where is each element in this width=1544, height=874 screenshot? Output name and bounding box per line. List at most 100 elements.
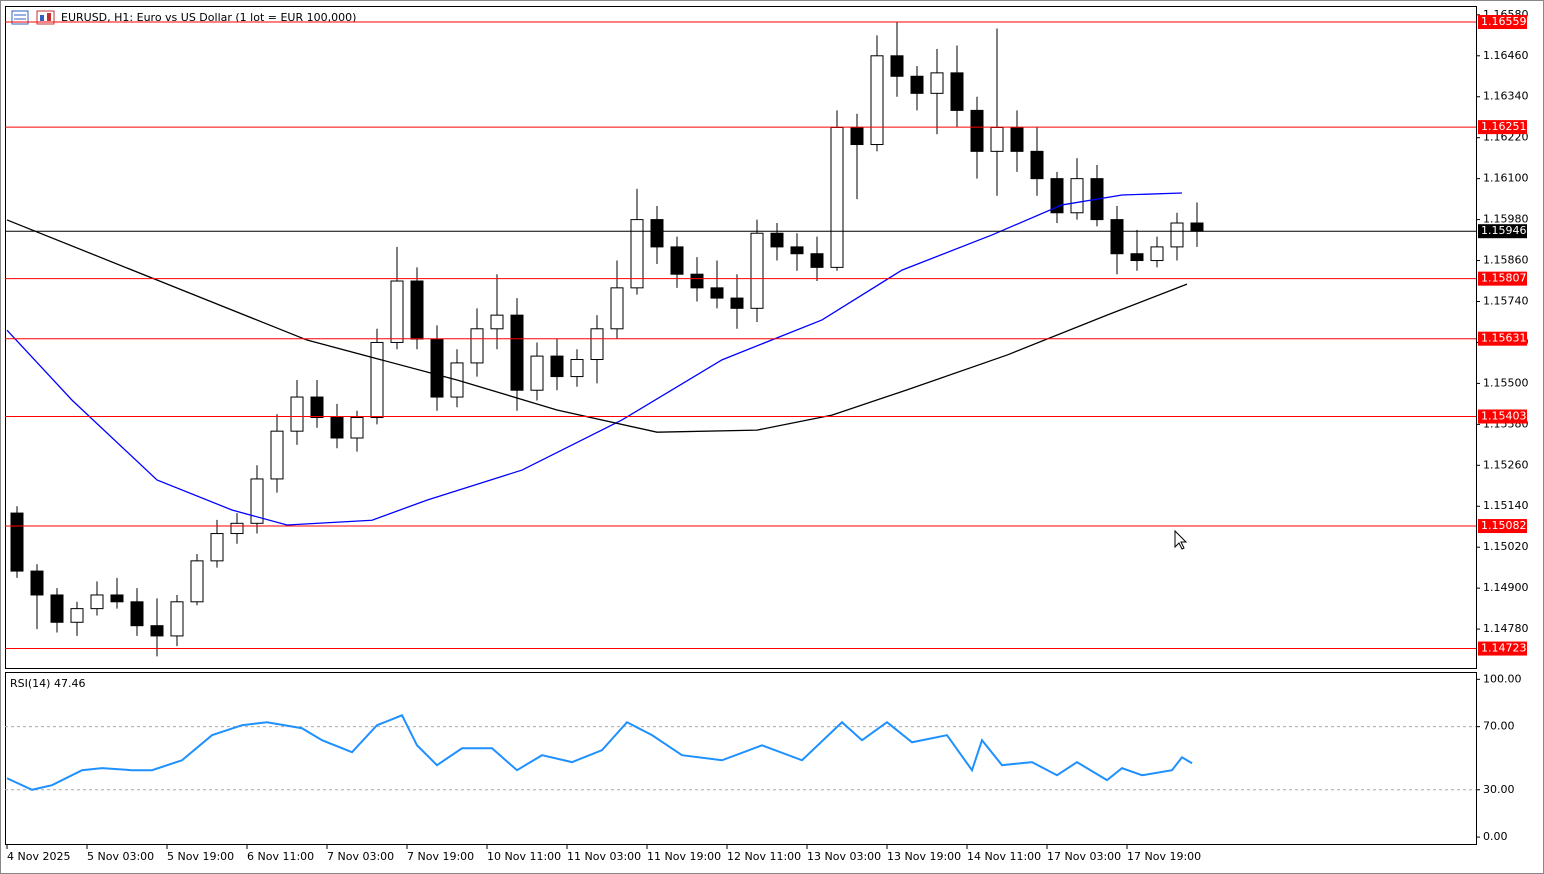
- header-icons: [11, 10, 55, 25]
- candle-body: [90, 594, 104, 610]
- candle-body: [570, 359, 584, 378]
- level-label: 1.15631: [1481, 332, 1527, 345]
- price-panel: [5, 6, 1477, 669]
- x-tick-label: 10 Nov 11:00: [487, 850, 561, 863]
- candle-body: [970, 109, 984, 152]
- candle-body: [250, 478, 264, 524]
- candle-body: [1030, 150, 1044, 180]
- y-tick-label: 1.16460: [1483, 49, 1529, 62]
- level-label: 1.15807: [1481, 272, 1527, 285]
- candle-body: [1070, 178, 1084, 214]
- x-tick-label: 6 Nov 11:00: [247, 850, 314, 863]
- candle-body: [10, 512, 24, 572]
- candle-body: [1010, 126, 1024, 152]
- candle-body: [390, 280, 404, 343]
- candle-body: [270, 430, 284, 480]
- level-badge: [1478, 641, 1527, 656]
- level-label: 1.14723: [1481, 642, 1527, 655]
- level-badge: [1478, 271, 1527, 286]
- candle-body: [630, 219, 644, 289]
- candle-body: [50, 594, 64, 623]
- candle-body: [230, 522, 244, 535]
- candle-body: [190, 560, 204, 603]
- chart-title: EURUSD, H1: Euro vs US Dollar (1 lot = E…: [61, 11, 356, 24]
- candle-body: [810, 253, 824, 268]
- y-tick-label: 30.00: [1483, 783, 1515, 796]
- level-label: 1.15403: [1481, 409, 1527, 422]
- candle-body: [410, 280, 424, 340]
- rsi-panel: [5, 672, 1477, 845]
- y-tick-label: 1.15980: [1483, 213, 1529, 226]
- x-tick-label: 7 Nov 03:00: [327, 850, 394, 863]
- candle-body: [890, 55, 904, 77]
- candle-body: [490, 314, 504, 330]
- candle-body: [670, 246, 684, 275]
- candle-body: [370, 341, 384, 419]
- candle-body: [1190, 222, 1204, 232]
- candle-body: [590, 328, 604, 361]
- current-price-label: 1.15946: [1481, 224, 1527, 237]
- candle-body: [690, 273, 704, 289]
- rsi-line: [6, 714, 1193, 791]
- candle-body: [1170, 222, 1184, 248]
- candle-body: [330, 417, 344, 439]
- candle-body: [710, 287, 724, 299]
- y-tick-label: 1.15860: [1483, 254, 1529, 267]
- x-tick-label: 5 Nov 19:00: [167, 850, 234, 863]
- candle-body: [30, 570, 44, 596]
- candle-body: [1110, 219, 1124, 255]
- x-tick-label: 13 Nov 19:00: [887, 850, 961, 863]
- y-tick-label: 70.00: [1483, 720, 1515, 733]
- level-badge: [1478, 409, 1527, 424]
- level-badge: [1478, 519, 1527, 534]
- candle-body: [790, 246, 804, 255]
- y-tick-label: 1.15740: [1483, 294, 1529, 307]
- x-tick-label: 5 Nov 03:00: [87, 850, 154, 863]
- rsi-title: RSI(14) 47.46: [10, 677, 85, 690]
- candle-body: [750, 232, 764, 309]
- y-tick-label: 0.00: [1483, 830, 1508, 843]
- candle-body: [350, 417, 364, 439]
- candle-body: [830, 126, 844, 268]
- candle-body: [150, 625, 164, 637]
- candle-body: [430, 338, 444, 398]
- candle-body: [510, 314, 524, 391]
- candle-body: [530, 355, 544, 391]
- candle-body: [290, 396, 304, 432]
- level-badge: [1478, 120, 1527, 135]
- candle-body: [770, 232, 784, 248]
- y-tick-label: 1.15500: [1483, 376, 1529, 389]
- candle-body: [1150, 246, 1164, 262]
- candle-body: [990, 126, 1004, 152]
- candle-body: [1050, 178, 1064, 214]
- y-tick-label: 100.00: [1483, 672, 1522, 685]
- candle-body: [1130, 253, 1144, 262]
- y-tick-label: 1.16340: [1483, 90, 1529, 103]
- current-price-badge: [1478, 224, 1527, 239]
- y-tick-label: 1.15260: [1483, 458, 1529, 471]
- candle-body: [110, 594, 124, 603]
- x-tick-label: 12 Nov 11:00: [727, 850, 801, 863]
- candle-body: [610, 287, 624, 330]
- candle-body: [210, 533, 224, 562]
- candle-body: [70, 608, 84, 623]
- candle-body: [870, 55, 884, 146]
- x-tick-label: 14 Nov 11:00: [967, 850, 1041, 863]
- mouse-cursor: [1174, 529, 1188, 550]
- moving-average: [6, 192, 1183, 526]
- level-badge: [1478, 15, 1527, 30]
- y-tick-label: 1.14780: [1483, 622, 1529, 635]
- level-label: 1.15082: [1481, 519, 1527, 532]
- y-tick-label: 1.15020: [1483, 540, 1529, 553]
- candle-body: [470, 328, 484, 364]
- candle-body: [850, 126, 864, 146]
- x-tick-label: 17 Nov 19:00: [1127, 850, 1201, 863]
- x-tick-label: 13 Nov 03:00: [807, 850, 881, 863]
- candle-body: [650, 219, 664, 248]
- x-tick-label: 17 Nov 03:00: [1047, 850, 1121, 863]
- level-label: 1.16559: [1481, 15, 1527, 28]
- candle-body: [310, 396, 324, 419]
